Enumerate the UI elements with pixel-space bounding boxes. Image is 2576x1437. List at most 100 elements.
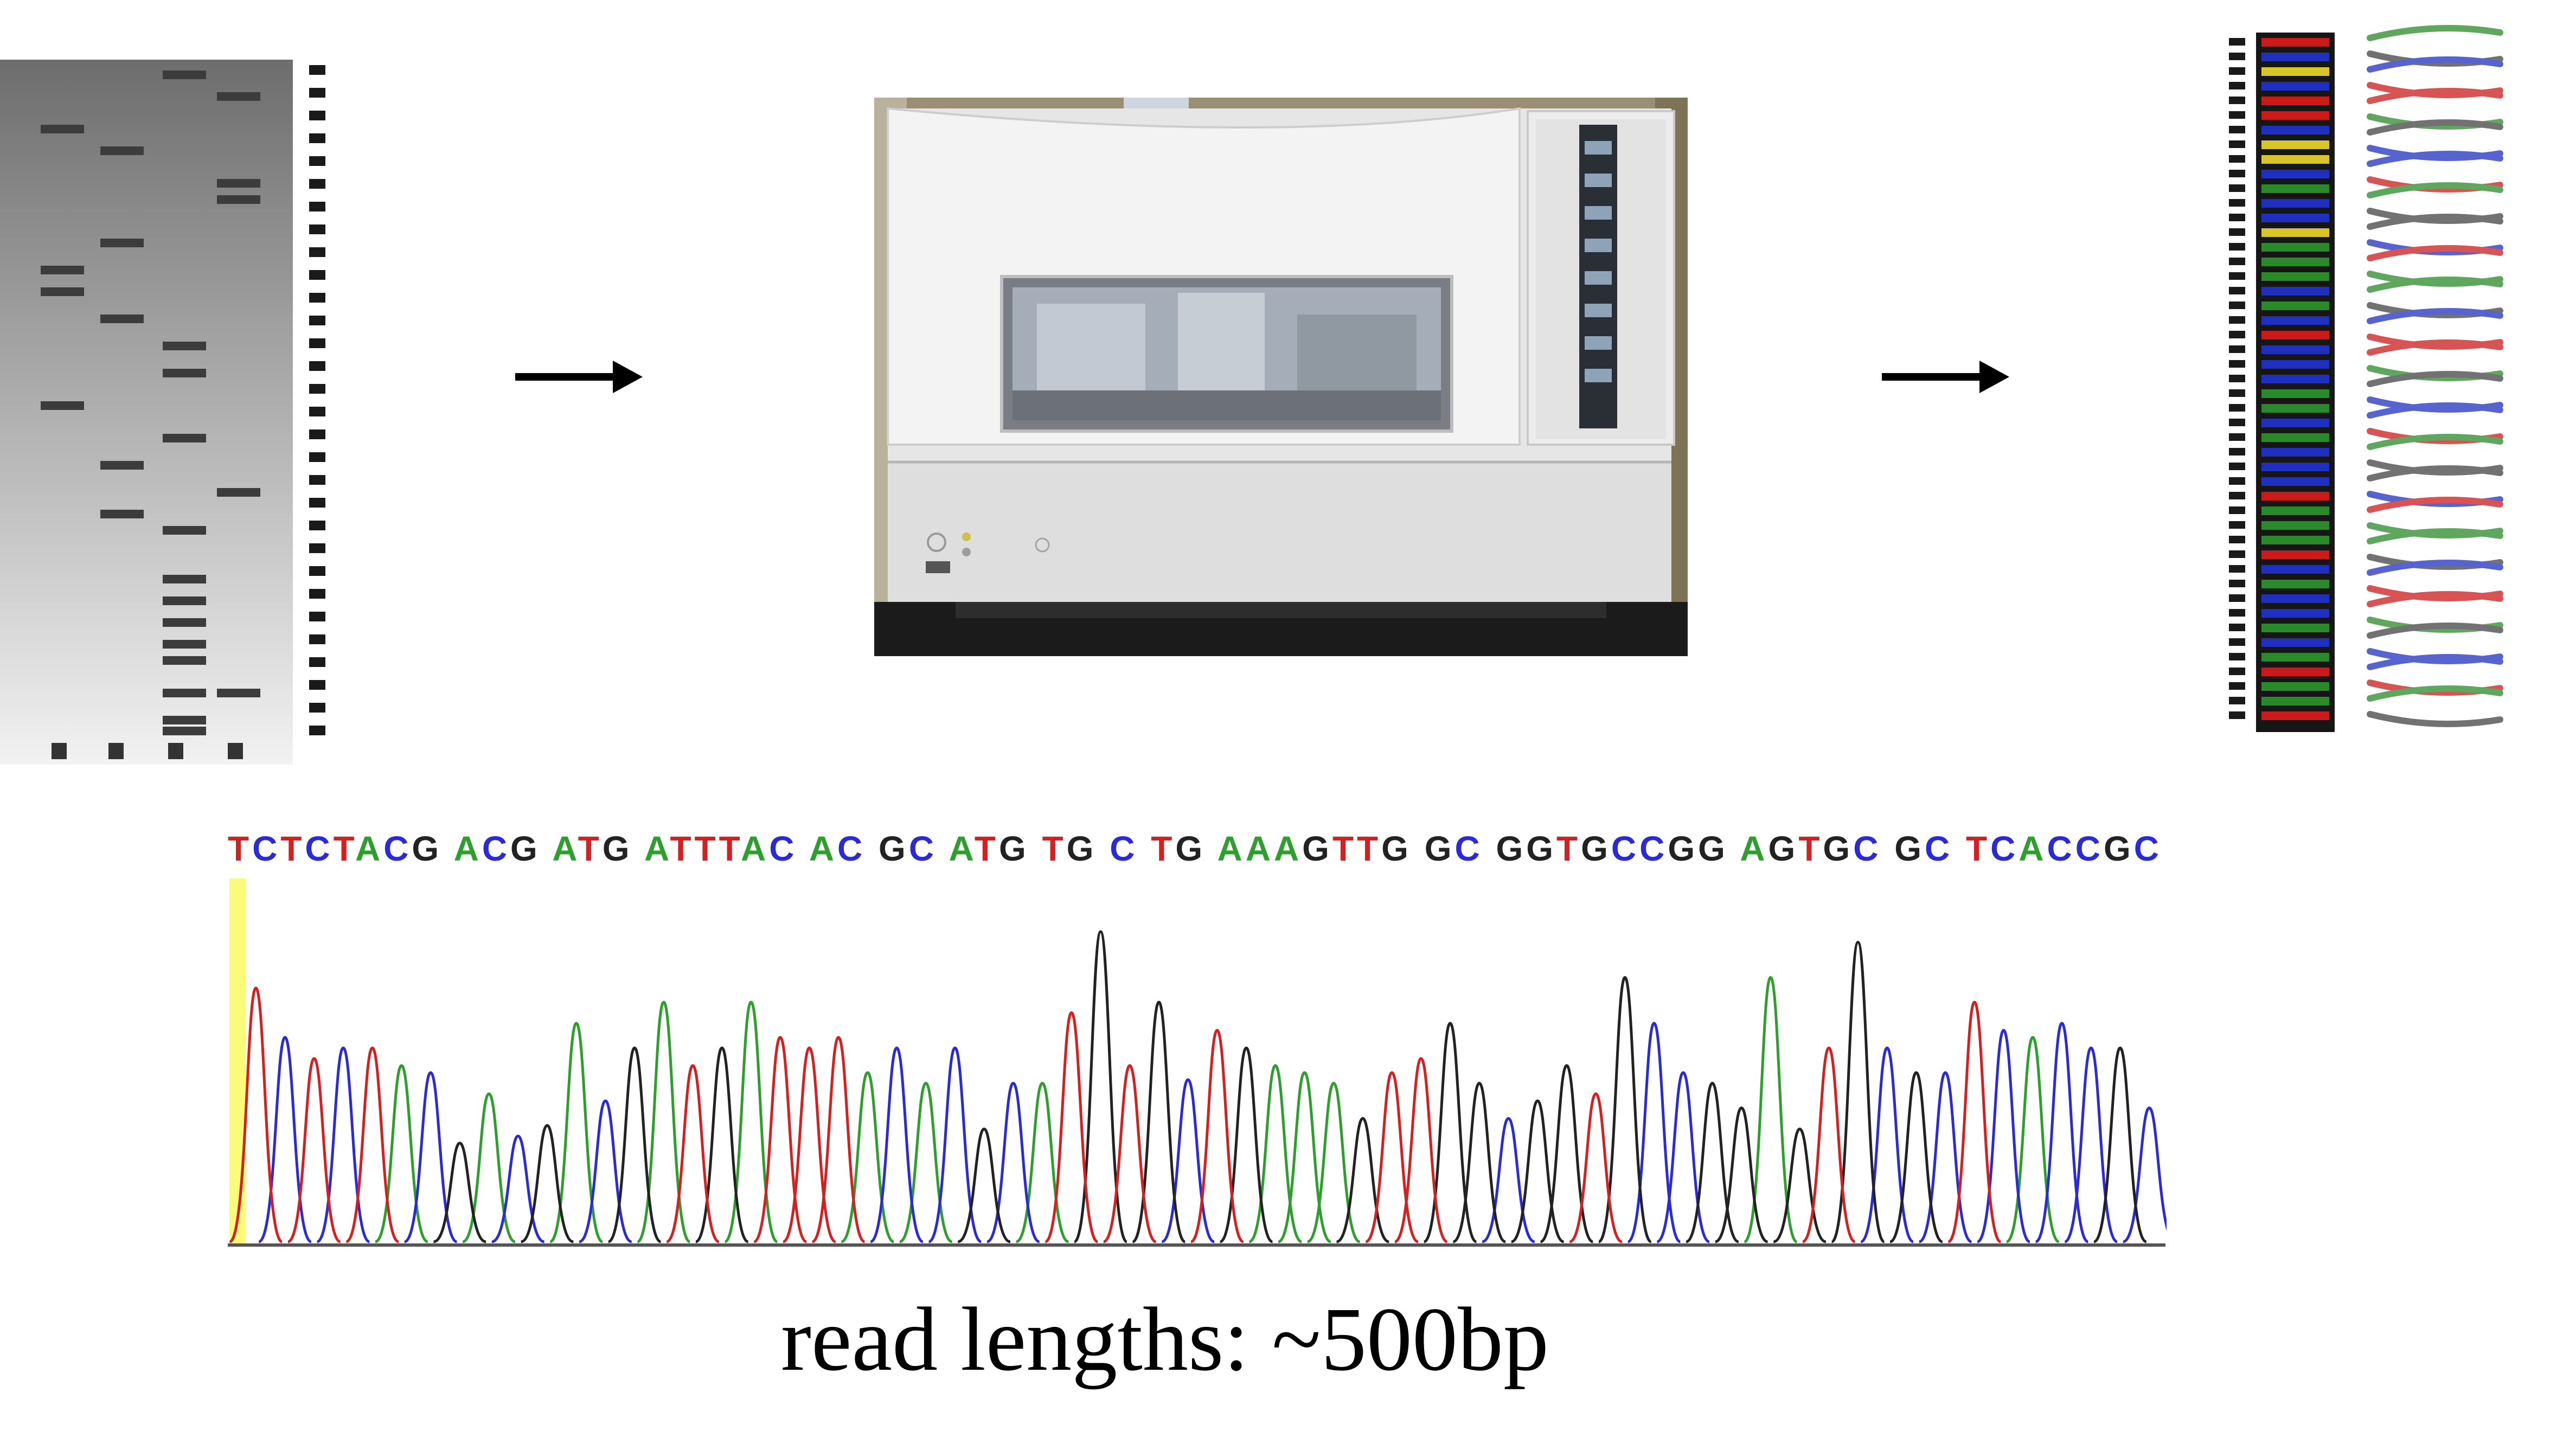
sequence-letter (866, 829, 879, 868)
chromatogram-peak (724, 1000, 778, 1243)
sequence-letter: T (1151, 829, 1176, 868)
sequence-letter: A (809, 829, 838, 868)
chromatogram-peak (1889, 1071, 1943, 1243)
chromatogram-peak (637, 1000, 691, 1243)
sequence-letter: C (1639, 829, 1668, 868)
caption: read lengths: ~500bp (781, 1289, 1549, 1390)
chromatogram-peak (986, 1081, 1040, 1243)
sequence-letter: C (1454, 829, 1483, 868)
sequence-letter: C (383, 829, 412, 868)
sequence-letter: T (280, 829, 305, 868)
chromatogram-peak (1045, 1011, 1099, 1243)
sequence-letter: G (1823, 829, 1854, 868)
sequence-letter: C (1853, 829, 1882, 868)
sequence-letter: G (2103, 829, 2134, 868)
sequence-letter: T (694, 829, 719, 868)
sequence-letter: G (602, 829, 633, 868)
sequence-letter: G (1381, 829, 1412, 868)
chromatogram-peak (666, 1064, 720, 1243)
sequence-letters: TCTCTACG ACG ATG ATTTAC AC GC ATG TG C T… (228, 824, 2180, 873)
chromatogram-peak (1540, 1064, 1594, 1243)
chromatogram-peak (1423, 1022, 1477, 1243)
sequence-letter: G (412, 829, 443, 868)
chromatogram-peak (1598, 976, 1652, 1243)
sequence-letter: T (1042, 829, 1067, 868)
chromatogram-peak (928, 1046, 982, 1243)
sequence-letter (1881, 829, 1894, 868)
sequence-letter: T (1965, 829, 1991, 868)
sequence-letter: A (1740, 829, 1768, 868)
chromatogram-peak (1452, 1081, 1507, 1243)
gel-image-svg (0, 60, 325, 765)
sequence-letter: A (1217, 829, 1246, 868)
sequence-letter: G (1066, 829, 1097, 868)
sequence-letter (937, 829, 949, 868)
sequence-letter: C (2133, 829, 2162, 868)
sequence-letter: T (670, 829, 695, 868)
chromatogram-peak (1394, 1057, 1448, 1243)
sequence-letter (1953, 829, 1966, 868)
chromatogram-peak (1569, 1092, 1623, 1243)
sequence-letter: T (578, 829, 603, 868)
sequence-letter: C (1110, 829, 1138, 868)
sequence-letter: T (1556, 829, 1581, 868)
sequence-letter: G (1302, 829, 1332, 868)
sequence-letter (797, 829, 809, 868)
sequence-letter: C (837, 829, 866, 868)
sequence-letter (1483, 829, 1496, 868)
chromatogram-peak (1306, 1081, 1361, 1243)
chromatogram-peak (549, 1022, 604, 1243)
right-arrow-icon (515, 352, 645, 401)
sequence-letter (541, 829, 552, 868)
sequence-letter (1138, 829, 1151, 868)
chromatogram-peak (433, 1141, 486, 1243)
sequence-letter: C (1924, 829, 1953, 868)
sequence-letter: G (1424, 829, 1455, 868)
sequence-letter: G (1581, 829, 1611, 868)
chromatogram-peak (229, 986, 283, 1243)
sequence-letter: G (1526, 829, 1557, 868)
chromatogram-peak (403, 1071, 458, 1243)
chromatogram-peak (811, 1036, 866, 1243)
chromatogram (225, 824, 2167, 1291)
sequence-letter: T (228, 829, 253, 868)
chromatogram-peak (1073, 930, 1128, 1243)
chromatogram-peak (1744, 976, 1798, 1243)
sequence-letter (1097, 829, 1110, 868)
sequence-letter: A (1245, 829, 1274, 868)
sequence-letter: T (1357, 829, 1382, 868)
sequence-letter (633, 829, 644, 868)
right-arrow-icon (1882, 352, 2012, 401)
sequence-letter: T (333, 829, 355, 868)
sequence-letter: C (769, 829, 798, 868)
sequence-letter: A (644, 829, 670, 868)
sequence-letter: G (1175, 829, 1206, 868)
sequence-letter: A (552, 829, 578, 868)
sequence-letter: G (1668, 829, 1699, 868)
sequence-letter: G (1768, 829, 1799, 868)
sequence-letter: T (974, 829, 999, 868)
sequence-letter: C (252, 829, 281, 868)
chromatogram-peak (1947, 1000, 2002, 1243)
sequence-letter: C (2075, 829, 2104, 868)
chromatogram-peak (1802, 1046, 1856, 1243)
sequence-letter: G (510, 829, 541, 868)
capillary-readout (2207, 22, 2554, 743)
sequence-letter (1206, 829, 1217, 868)
sequencer-machine (874, 98, 1688, 656)
chromatogram-peak (607, 1046, 662, 1243)
chromatogram-peak (1714, 1106, 1768, 1243)
sequence-letter: C (1611, 829, 1640, 868)
sequence-letter: C (2047, 829, 2075, 868)
chromatogram-peak (1773, 1127, 1827, 1243)
sequence-letter: C (1990, 829, 2019, 868)
sequence-letter: T (1332, 829, 1357, 868)
sequence-letter: A (740, 829, 770, 868)
sequence-letter: A (2018, 829, 2047, 868)
chromatogram-peak (1190, 1029, 1244, 1243)
chromatogram-peak (345, 1046, 400, 1243)
sequence-letter: C (305, 829, 334, 868)
sequence-letter: G (879, 829, 909, 868)
chromatogram-peak (287, 1057, 341, 1243)
sequence-letter (1029, 829, 1042, 868)
